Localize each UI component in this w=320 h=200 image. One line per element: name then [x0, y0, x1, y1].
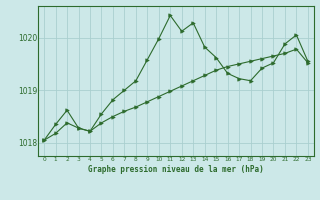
- X-axis label: Graphe pression niveau de la mer (hPa): Graphe pression niveau de la mer (hPa): [88, 165, 264, 174]
